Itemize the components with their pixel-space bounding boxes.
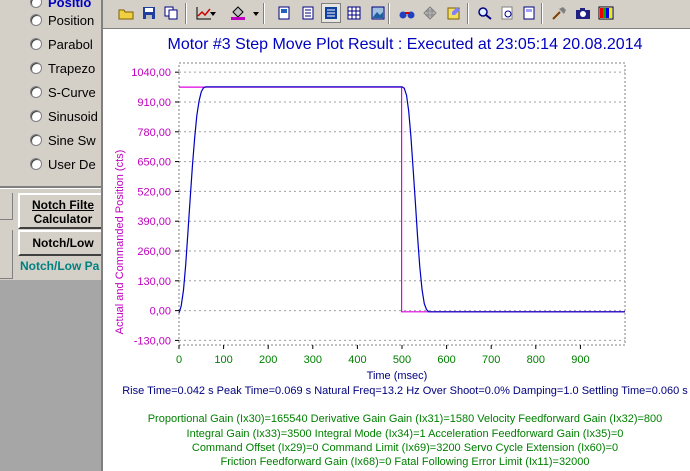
y-tick-label: -130,00 (134, 335, 171, 347)
chevron-down-icon[interactable] (253, 12, 259, 16)
x-tick-label: 200 (259, 354, 277, 366)
stats-line: Rise Time=0.042 s Peak Time=0.069 s Natu… (122, 385, 688, 397)
chart-type-icon[interactable] (194, 3, 214, 23)
waveform-radio[interactable]: Sinusoid (30, 106, 98, 126)
waveform-radio[interactable]: Positio (30, 0, 91, 12)
radio-label: S-Curve (48, 84, 96, 100)
radio-label: User De (48, 156, 96, 172)
y-tick-label: 390,00 (137, 216, 171, 228)
toolbar-separator (185, 3, 187, 24)
chevron-down-icon[interactable] (210, 12, 216, 16)
x-tick-label: 100 (214, 354, 232, 366)
radio-button-icon[interactable] (30, 62, 42, 74)
y-tick-label: 650,00 (137, 157, 171, 169)
radio-label: Positio (48, 0, 92, 10)
x-tick-label: 0 (176, 354, 182, 366)
move-icon[interactable] (420, 3, 440, 23)
zoom-page-icon[interactable] (498, 3, 518, 23)
radio-button-icon[interactable] (30, 158, 42, 170)
radio-label: Trapezo (48, 60, 96, 76)
left-panel: Positio Position Parabol Trapezo S-Curve Sinu… (0, 0, 108, 471)
y-tick-label: 130,00 (137, 276, 171, 288)
radio-button-icon[interactable] (30, 134, 42, 146)
radio-label: Sine Sw (48, 132, 96, 148)
chart-title: Motor #3 Step Move Plot Result : Execute… (168, 36, 643, 53)
fill-color-icon[interactable] (228, 3, 248, 23)
x-tick-label: 500 (393, 354, 411, 366)
panel-cell (0, 256, 13, 279)
print-preview-icon[interactable] (520, 3, 540, 23)
x-tick-label: 900 (571, 354, 589, 366)
empty-area (0, 280, 101, 471)
open-folder-icon[interactable] (116, 3, 136, 23)
waveform-radio[interactable]: Trapezo (30, 58, 95, 78)
y-tick-label: 520,00 (137, 186, 171, 198)
x-tick-label: 700 (482, 354, 500, 366)
y-axis-label: Actual and Commanded Position (cts) (114, 150, 126, 335)
image-icon[interactable] (368, 3, 388, 23)
toolbar-separator (467, 3, 469, 24)
notch-low-pass-tab-label[interactable]: Notch/Low Pa (20, 259, 100, 273)
panel-cell (0, 193, 13, 220)
button-label: Notch/Low (32, 236, 94, 250)
gain-line-1: Proportional Gain (Ix30)=165540 Derivati… (148, 413, 663, 425)
button-label: Notch Filte (32, 198, 94, 212)
radio-button-icon[interactable] (30, 14, 42, 26)
gain-line-4: Friction Feedforward Gain (Ix68)=0 Fatal… (220, 456, 589, 468)
gain-line-3: Command Offset (Ix29)=0 Command Limit (I… (192, 442, 618, 454)
button-label: Calculator (33, 212, 93, 226)
binoculars-icon[interactable] (397, 3, 417, 23)
x-axis-label: Time (msec) (367, 370, 428, 382)
list-view-icon[interactable] (321, 3, 341, 23)
radio-button-icon[interactable] (30, 110, 42, 122)
palette-icon[interactable] (596, 3, 616, 23)
plot-toolbar (103, 0, 690, 29)
x-tick-label: 600 (437, 354, 455, 366)
gain-line-2: Integral Gain (Ix33)=3500 Integral Mode … (187, 428, 624, 440)
y-tick-label: 0,00 (150, 306, 171, 318)
notch-filter-calculator-button[interactable]: Notch Filte Calculator (18, 193, 108, 229)
waveform-radio[interactable]: S-Curve (30, 82, 96, 102)
zoom-icon[interactable] (475, 3, 495, 23)
commanded-position-line (179, 86, 625, 313)
x-tick-label: 300 (304, 354, 322, 366)
x-tick-label: 800 (527, 354, 545, 366)
separator (0, 186, 101, 189)
y-tick-label: 910,00 (137, 97, 171, 109)
radio-button-icon[interactable] (30, 38, 42, 50)
actual-position-line (178, 86, 625, 314)
step-move-chart: Motor #3 Step Move Plot Result : Execute… (114, 36, 688, 468)
toolbar-separator (388, 3, 390, 24)
grid-icon[interactable] (344, 3, 364, 23)
radio-label: Position (48, 12, 95, 28)
camera-icon[interactable] (573, 3, 593, 23)
radio-button-icon[interactable] (30, 0, 42, 8)
copy-icon[interactable] (161, 3, 181, 23)
toolbar-separator (263, 3, 265, 24)
waveform-radio[interactable]: Parabol (30, 34, 93, 54)
plot-window: Motor #3 Step Move Plot Result : Execute… (101, 0, 690, 471)
panel-cell (0, 230, 13, 257)
y-tick-label: 260,00 (137, 246, 171, 258)
y-tick-label: 780,00 (137, 127, 171, 139)
y-tick-label: 1040,00 (131, 67, 171, 79)
waveform-radio[interactable]: Sine Sw (30, 130, 96, 150)
notch-low-button[interactable]: Notch/Low (18, 230, 108, 256)
table-view-icon[interactable] (298, 3, 318, 23)
radio-label: Parabol (48, 36, 93, 52)
notes-icon[interactable] (444, 3, 464, 23)
radio-button-icon[interactable] (30, 86, 42, 98)
waveform-radio[interactable]: Position (30, 10, 94, 30)
radio-label: Sinusoid (48, 108, 98, 124)
page-icon[interactable] (274, 3, 294, 23)
toolbar-separator (541, 3, 543, 24)
waveform-radio[interactable]: User De (30, 154, 96, 174)
tools-icon[interactable] (549, 3, 569, 23)
x-tick-label: 400 (348, 354, 366, 366)
save-icon[interactable] (139, 3, 159, 23)
